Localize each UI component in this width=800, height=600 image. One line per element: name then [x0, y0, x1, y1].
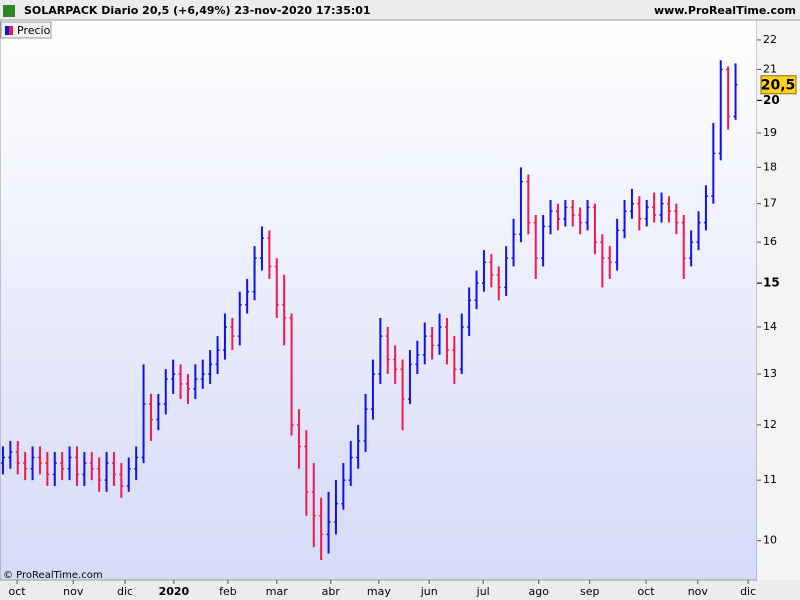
x-tick-label: nov	[63, 585, 84, 598]
y-tick-label: 15	[763, 276, 780, 290]
y-tick-label: 13	[763, 367, 777, 380]
y-tick-label: 20	[763, 93, 780, 107]
y-tick-label: 18	[763, 160, 777, 173]
header-icon	[3, 5, 15, 17]
last-price-label: 20,5	[761, 78, 796, 94]
legend-label: Precio	[17, 24, 51, 37]
x-tick-label: mar	[266, 585, 288, 598]
x-tick-label: jun	[420, 585, 438, 598]
x-tick-label: may	[367, 585, 391, 598]
legend-swatch-down	[9, 26, 13, 35]
last-price-tag	[760, 75, 797, 95]
y-tick-label: 21	[763, 62, 777, 75]
x-tick-label: ago	[528, 585, 549, 598]
copyright: © ProRealTime.com	[3, 570, 103, 581]
y-tick-label: 14	[763, 320, 777, 333]
x-tick-label: nov	[688, 585, 709, 598]
y-axis-area	[757, 20, 800, 580]
chart-title: SOLARPACK Diario 20,5 (+6,49%) 23-nov-20…	[24, 4, 371, 17]
x-tick-label: dic	[740, 585, 756, 598]
x-tick-label: abr	[322, 585, 341, 598]
y-tick-label: 19	[763, 126, 777, 139]
legend-box	[0, 21, 52, 39]
x-tick-label: feb	[219, 585, 237, 598]
legend-swatch-up	[5, 26, 9, 35]
x-tick-label: dic	[117, 585, 133, 598]
y-tick-label: 12	[763, 418, 777, 431]
plot-area	[0, 19, 758, 581]
x-tick-label: oct	[637, 585, 655, 598]
x-tick-label: sep	[580, 585, 599, 598]
y-tick-label: 11	[763, 473, 777, 486]
x-tick-label: oct	[8, 585, 26, 598]
y-tick-label: 17	[763, 197, 777, 210]
x-tick-label: jul	[476, 585, 490, 598]
y-tick-label: 10	[763, 534, 777, 547]
x-tick-label: 2020	[159, 585, 190, 598]
y-tick-label: 22	[763, 33, 777, 46]
source-header: www.ProRealTime.com	[654, 4, 796, 17]
y-tick-label: 16	[763, 235, 777, 248]
